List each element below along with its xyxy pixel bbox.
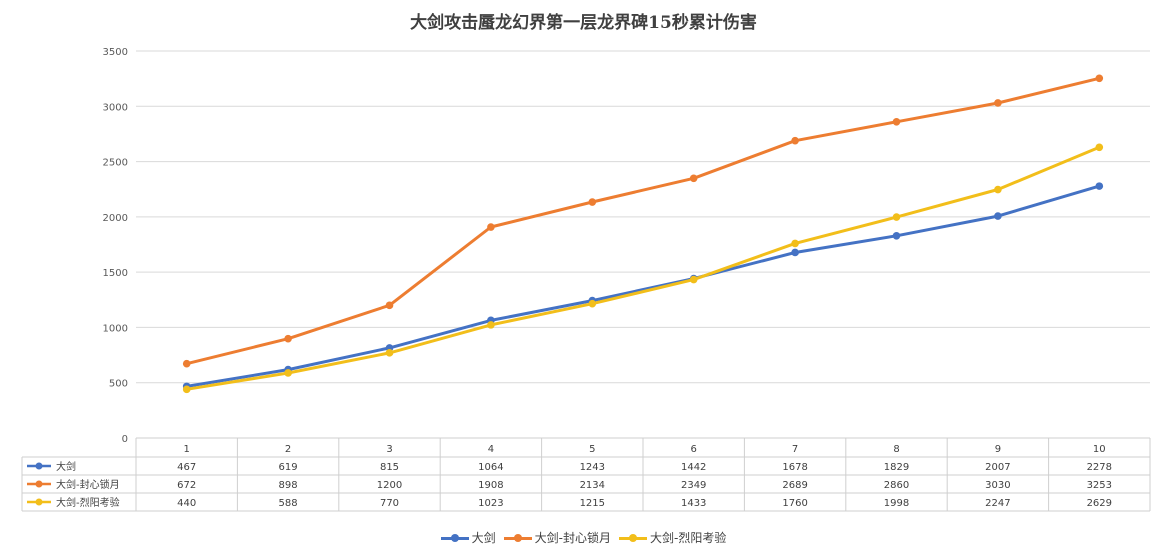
chart-title: 大剑攻击蜃龙幻界第一层龙界碑15秒累计伤害 bbox=[410, 13, 757, 33]
series-line bbox=[185, 145, 1101, 391]
x-tick-label: 5 bbox=[589, 444, 595, 455]
table-cell-value: 1433 bbox=[681, 498, 706, 509]
x-tick-label: 4 bbox=[488, 444, 494, 455]
data-point bbox=[385, 349, 394, 357]
table-cell-value: 1760 bbox=[782, 498, 807, 509]
table-cell-value: 1064 bbox=[478, 462, 503, 473]
table-cell-value: 898 bbox=[279, 480, 298, 491]
legend-item: 大剑-封心锁月 bbox=[503, 529, 611, 546]
y-tick-label: 3000 bbox=[103, 102, 128, 113]
legend-item: 大剑 bbox=[440, 529, 496, 546]
data-point bbox=[284, 334, 292, 343]
y-tick-label: 500 bbox=[109, 379, 128, 390]
table-cell-value: 2278 bbox=[1087, 462, 1112, 473]
series-line bbox=[185, 184, 1101, 388]
legend-item: 大剑-烈阳考验 bbox=[619, 529, 726, 546]
data-point bbox=[182, 385, 191, 394]
table-cell-value: 1200 bbox=[377, 480, 402, 491]
data-point bbox=[791, 136, 799, 145]
data-point bbox=[1095, 143, 1104, 152]
data-point bbox=[892, 231, 901, 240]
data-table: 1 2 3 4 5 6 7 8 9 10 大剑 467 619 815 1064 1243 1442 1678 18… bbox=[21, 437, 1151, 512]
data-point bbox=[487, 223, 495, 231]
series-lines bbox=[182, 74, 1104, 394]
legend-label: 大剑-烈阳考验 bbox=[650, 531, 727, 545]
legend-label: 大剑 bbox=[471, 531, 496, 545]
x-tick-label: 6 bbox=[691, 444, 697, 455]
x-tick-label: 1 bbox=[184, 444, 190, 455]
y-tick-label: 1500 bbox=[103, 268, 128, 279]
y-tick-label: 2000 bbox=[103, 213, 128, 224]
x-tick-label: 9 bbox=[995, 444, 1001, 455]
data-point bbox=[892, 117, 901, 126]
table-cell-value: 1442 bbox=[681, 462, 706, 473]
table-cell-value: 1215 bbox=[580, 498, 605, 509]
data-point bbox=[994, 99, 1002, 107]
x-tick-label: 8 bbox=[893, 444, 899, 455]
x-tick-label: 10 bbox=[1093, 444, 1106, 455]
table-series-label: 大剑-封心锁月 bbox=[56, 478, 120, 491]
y-tick-label: 0 bbox=[122, 434, 128, 445]
legend-label: 大剑-封心锁月 bbox=[534, 531, 611, 545]
series-line bbox=[185, 76, 1101, 366]
data-point bbox=[791, 248, 799, 257]
table-cell-value: 1243 bbox=[580, 462, 605, 473]
y-tick-label: 3500 bbox=[103, 47, 128, 58]
legend: 大剑 大剑-封心锁月 大剑-烈阳考验 bbox=[0, 529, 1167, 546]
data-point bbox=[994, 212, 1002, 220]
data-point bbox=[791, 239, 799, 248]
table-cell-value: 672 bbox=[177, 480, 196, 491]
data-point bbox=[385, 301, 394, 310]
x-tick-label: 3 bbox=[386, 444, 392, 455]
table-cell-value: 3253 bbox=[1087, 480, 1112, 491]
table-series-label: 大剑 bbox=[56, 460, 76, 473]
legend-swatch bbox=[619, 533, 647, 543]
table-cell-value: 1678 bbox=[782, 462, 807, 473]
table-cell-value: 2860 bbox=[884, 480, 909, 491]
table-legend-key-marker bbox=[35, 480, 43, 488]
table-legend-key-marker bbox=[35, 498, 43, 506]
table-cell-value: 2629 bbox=[1087, 498, 1112, 509]
table-cell-value: 467 bbox=[177, 462, 196, 473]
data-point bbox=[284, 369, 292, 377]
data-point bbox=[588, 198, 597, 206]
table-cell-value: 2134 bbox=[580, 480, 605, 491]
table-cell-value: 1998 bbox=[884, 498, 909, 509]
table-cell-value: 2247 bbox=[985, 498, 1010, 509]
table-cell-value: 2349 bbox=[681, 480, 706, 491]
gridlines bbox=[136, 50, 1150, 384]
table-cell-value: 1908 bbox=[478, 480, 503, 491]
table-cell-value: 1829 bbox=[884, 462, 909, 473]
x-tick-label: 2 bbox=[285, 444, 291, 455]
table-cell-value: 1023 bbox=[478, 498, 503, 509]
data-point bbox=[994, 185, 1002, 194]
data-point bbox=[689, 275, 698, 284]
table-cell-value: 3030 bbox=[985, 480, 1010, 491]
table-cell-value: 2689 bbox=[782, 480, 807, 491]
table-series-label: 大剑-烈阳考验 bbox=[56, 496, 120, 509]
y-tick-label: 2500 bbox=[103, 158, 128, 169]
table-cell-value: 588 bbox=[279, 498, 298, 509]
data-point bbox=[1095, 74, 1104, 83]
table-cell-value: 770 bbox=[380, 498, 399, 509]
table-cell-value: 815 bbox=[380, 462, 399, 473]
legend-swatch bbox=[440, 533, 469, 543]
data-point bbox=[588, 299, 597, 308]
table-cell-value: 440 bbox=[177, 498, 196, 509]
table-cell-value: 2007 bbox=[985, 462, 1010, 473]
data-point bbox=[182, 359, 191, 368]
data-point bbox=[1095, 182, 1104, 190]
table-legend-key-marker bbox=[35, 462, 43, 470]
table-cell-value: 619 bbox=[279, 462, 298, 473]
data-point bbox=[487, 321, 495, 329]
data-point bbox=[689, 174, 698, 183]
y-tick-label: 1000 bbox=[103, 323, 128, 334]
x-tick-label: 7 bbox=[792, 444, 798, 455]
data-point bbox=[892, 213, 901, 221]
y-axis-ticks: 0 500 1000 1500 2000 2500 3000 3500 bbox=[103, 47, 128, 445]
legend-swatch bbox=[503, 533, 532, 543]
